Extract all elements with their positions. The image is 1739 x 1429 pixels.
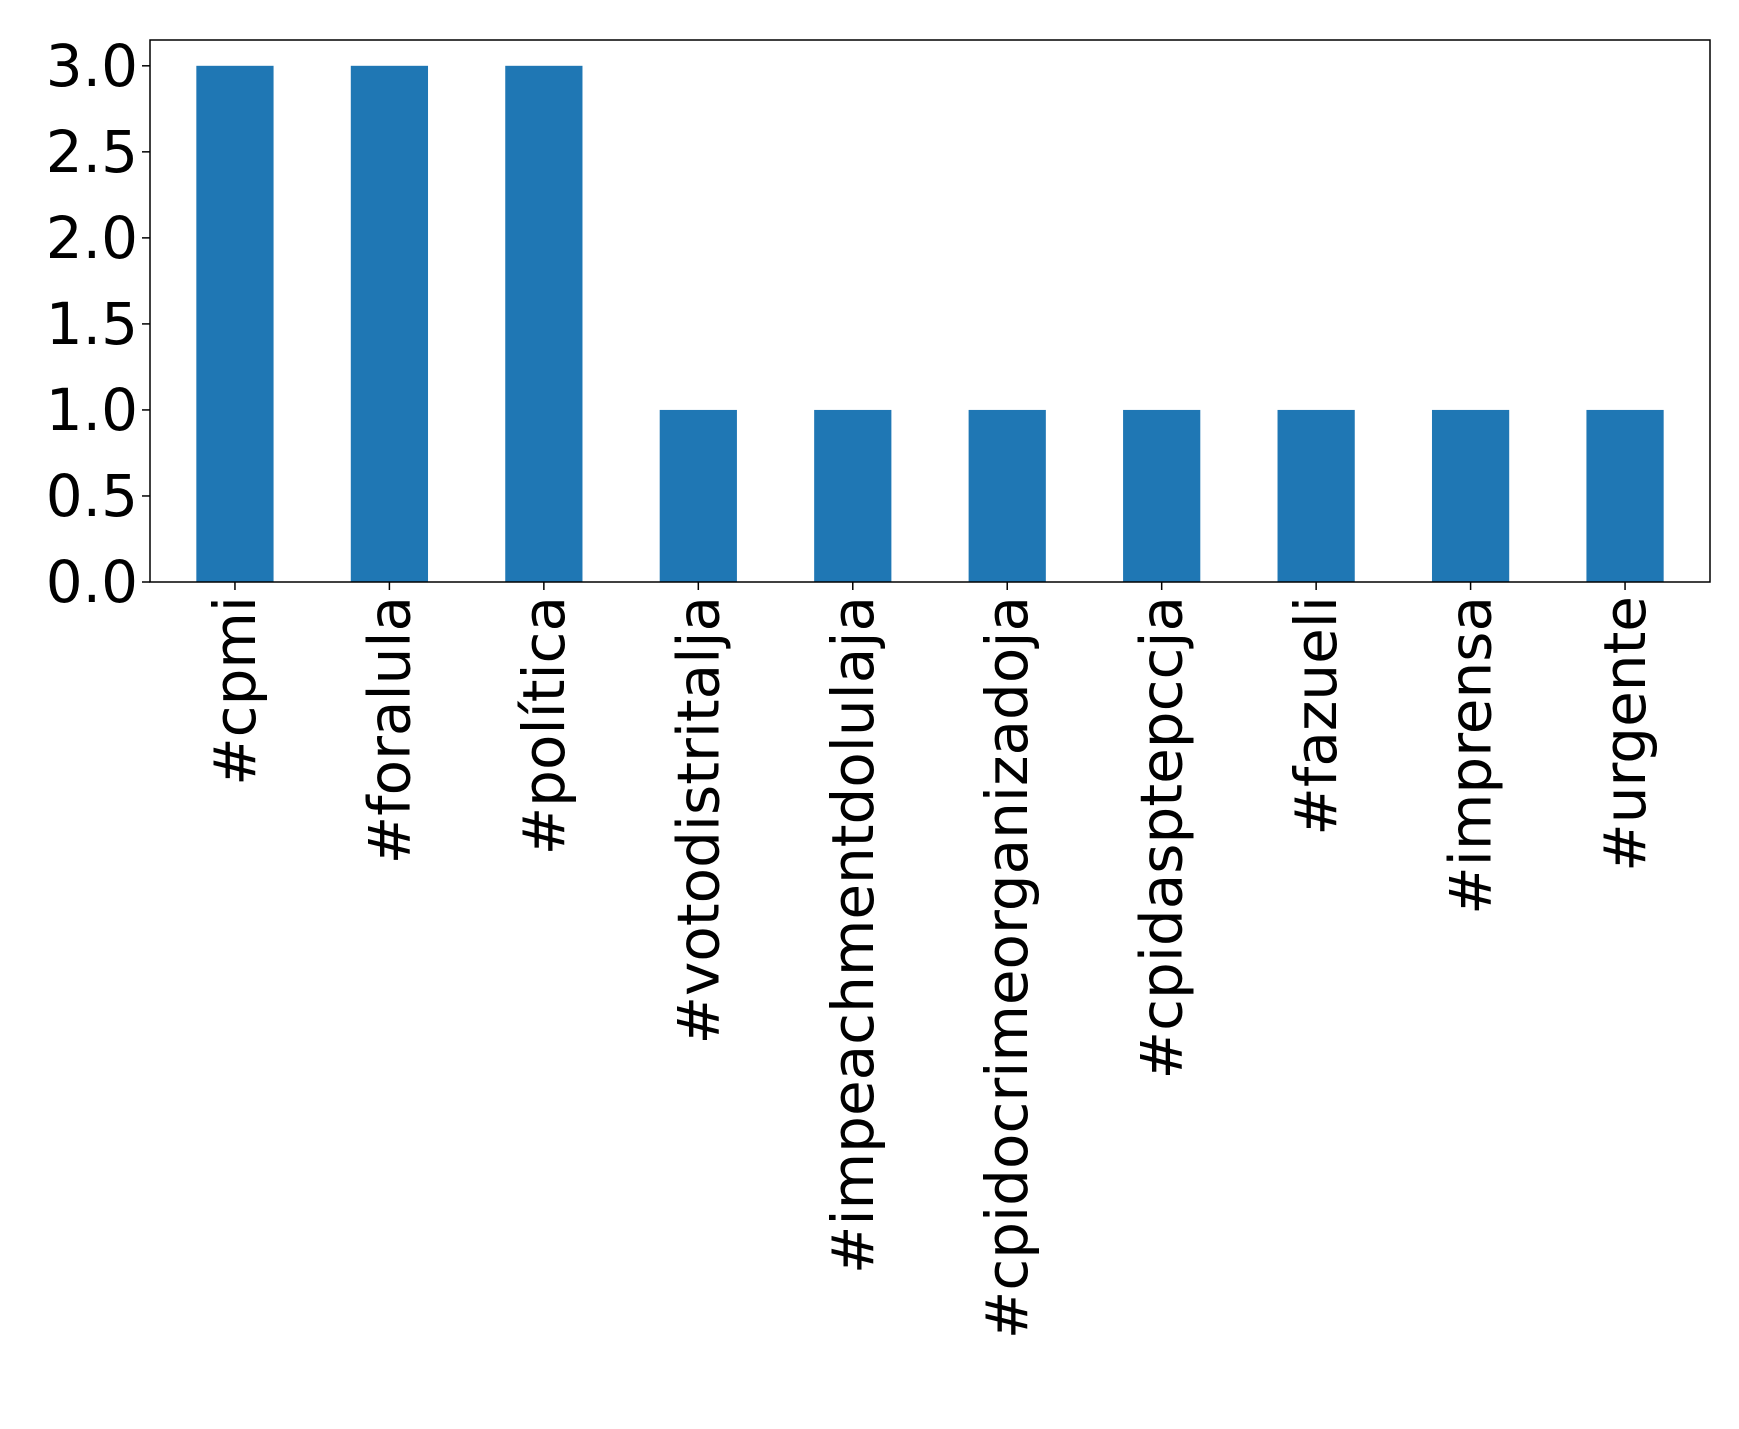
x-tick-label: #política (510, 596, 578, 855)
bar (968, 409, 1046, 582)
x-tick-label: #fazueli (1282, 596, 1350, 836)
plot-frame (149, 39, 1711, 583)
y-tick-label: 1.5 (46, 290, 138, 358)
y-tick-label: 1.0 (46, 376, 138, 444)
x-tick-label: #foralula (355, 596, 423, 864)
y-tick-label: 3.0 (46, 32, 138, 100)
x-tick-label: #cpidasptepccja (1128, 596, 1196, 1079)
x-tick-label: #urgente (1591, 596, 1659, 872)
bar (350, 65, 429, 583)
bar (659, 409, 737, 582)
x-tick-label: #cpidocrimeorganizadoja (973, 596, 1041, 1339)
bars-group (196, 65, 1664, 583)
y-tick-label: 0.0 (46, 548, 138, 616)
bar (814, 409, 892, 582)
y-tick-label: 0.5 (46, 462, 138, 530)
x-tick-label: #impeachmentdolulaja (819, 596, 887, 1274)
x-tick-label: #imprensa (1437, 596, 1505, 915)
bar (1277, 409, 1355, 582)
y-tick-label: 2.0 (46, 204, 138, 272)
x-tick-label: #votodistritalja (664, 596, 732, 1045)
bar (1431, 409, 1510, 582)
bar (196, 65, 274, 583)
y-tick-label: 2.5 (46, 118, 138, 186)
x-axis: #cpmi #foralula #política #votodistritalja #… (201, 582, 1659, 1339)
bar (505, 65, 583, 583)
x-tick-label: #cpmi (201, 596, 269, 786)
y-axis: 0.0 0.5 1.0 1.5 2.0 2.5 3.0 (46, 32, 150, 616)
bar (1586, 409, 1664, 582)
bar (1123, 409, 1201, 582)
